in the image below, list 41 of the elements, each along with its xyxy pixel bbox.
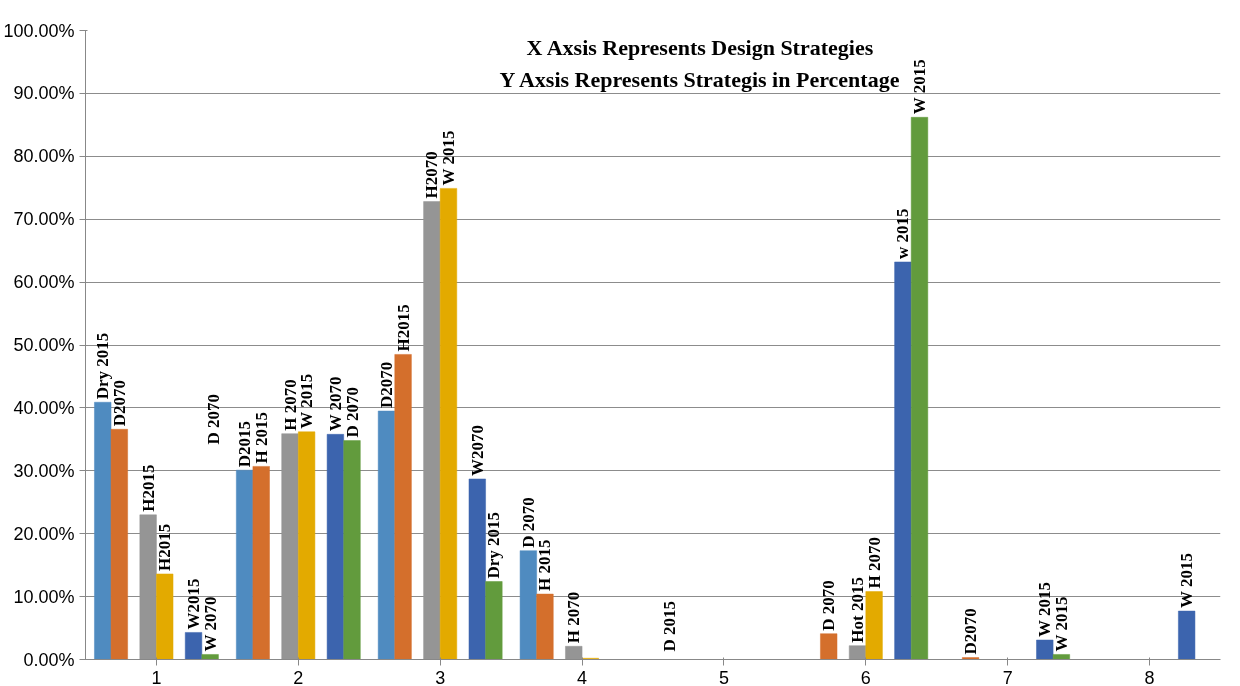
y-tick-label: 10.00% [13,586,75,607]
y-tick-label: 80.00% [13,146,75,167]
data-label: H2015 [155,523,175,571]
data-label: D 2070 [518,497,538,548]
data-label: w 2015 [893,208,913,259]
y-tick-label: 0.00% [23,649,75,670]
data-label: H 2070 [564,591,584,644]
x-tick-label: 6 [860,667,871,686]
data-label: Dry 2015 [484,511,504,579]
chart-title: X Axsis Represents Design Strategies [526,34,874,60]
x-tick-label: 2 [293,667,304,686]
y-tick-label: 30.00% [13,460,75,481]
y-tick-label: 70.00% [13,209,75,230]
data-label: W 2015 [297,373,317,429]
x-tick-label: 3 [435,667,446,686]
y-tick-label: 50.00% [13,335,75,355]
y-tick-label: 90.00% [13,83,75,104]
data-label: H2015 [393,304,413,352]
data-label: H 2070 [280,379,300,431]
x-tick-label: 4 [577,667,588,686]
data-label: D 2070 [342,387,362,438]
data-label: D2070 [376,361,396,409]
data-label: W 2015 [1177,553,1197,609]
text: Y Axsis Represents Strategis in Percentage [499,66,900,92]
data-label: D2070 [961,608,981,655]
y-tick-label: 100.00% [3,20,75,41]
x-tick-label: 1 [151,667,162,686]
data-label: W 2015 [910,59,930,115]
data-label: W2070 [467,424,487,476]
annotation: D 2015 [660,600,679,652]
x-tick-label: 8 [1144,667,1155,686]
y-tick-label: 20.00% [13,523,75,544]
y-tick-label: 60.00% [13,272,75,293]
data-label: D 2070 [819,580,839,631]
data-label: W 2070 [325,376,345,432]
x-tick-label: 5 [718,667,729,686]
y-tick-label: 40.00% [13,397,75,418]
data-label: H2015 [138,464,158,512]
x-tick-label: 7 [1002,667,1013,686]
annotation: D 2070 [204,393,223,445]
data-label: H 2015 [535,539,555,592]
